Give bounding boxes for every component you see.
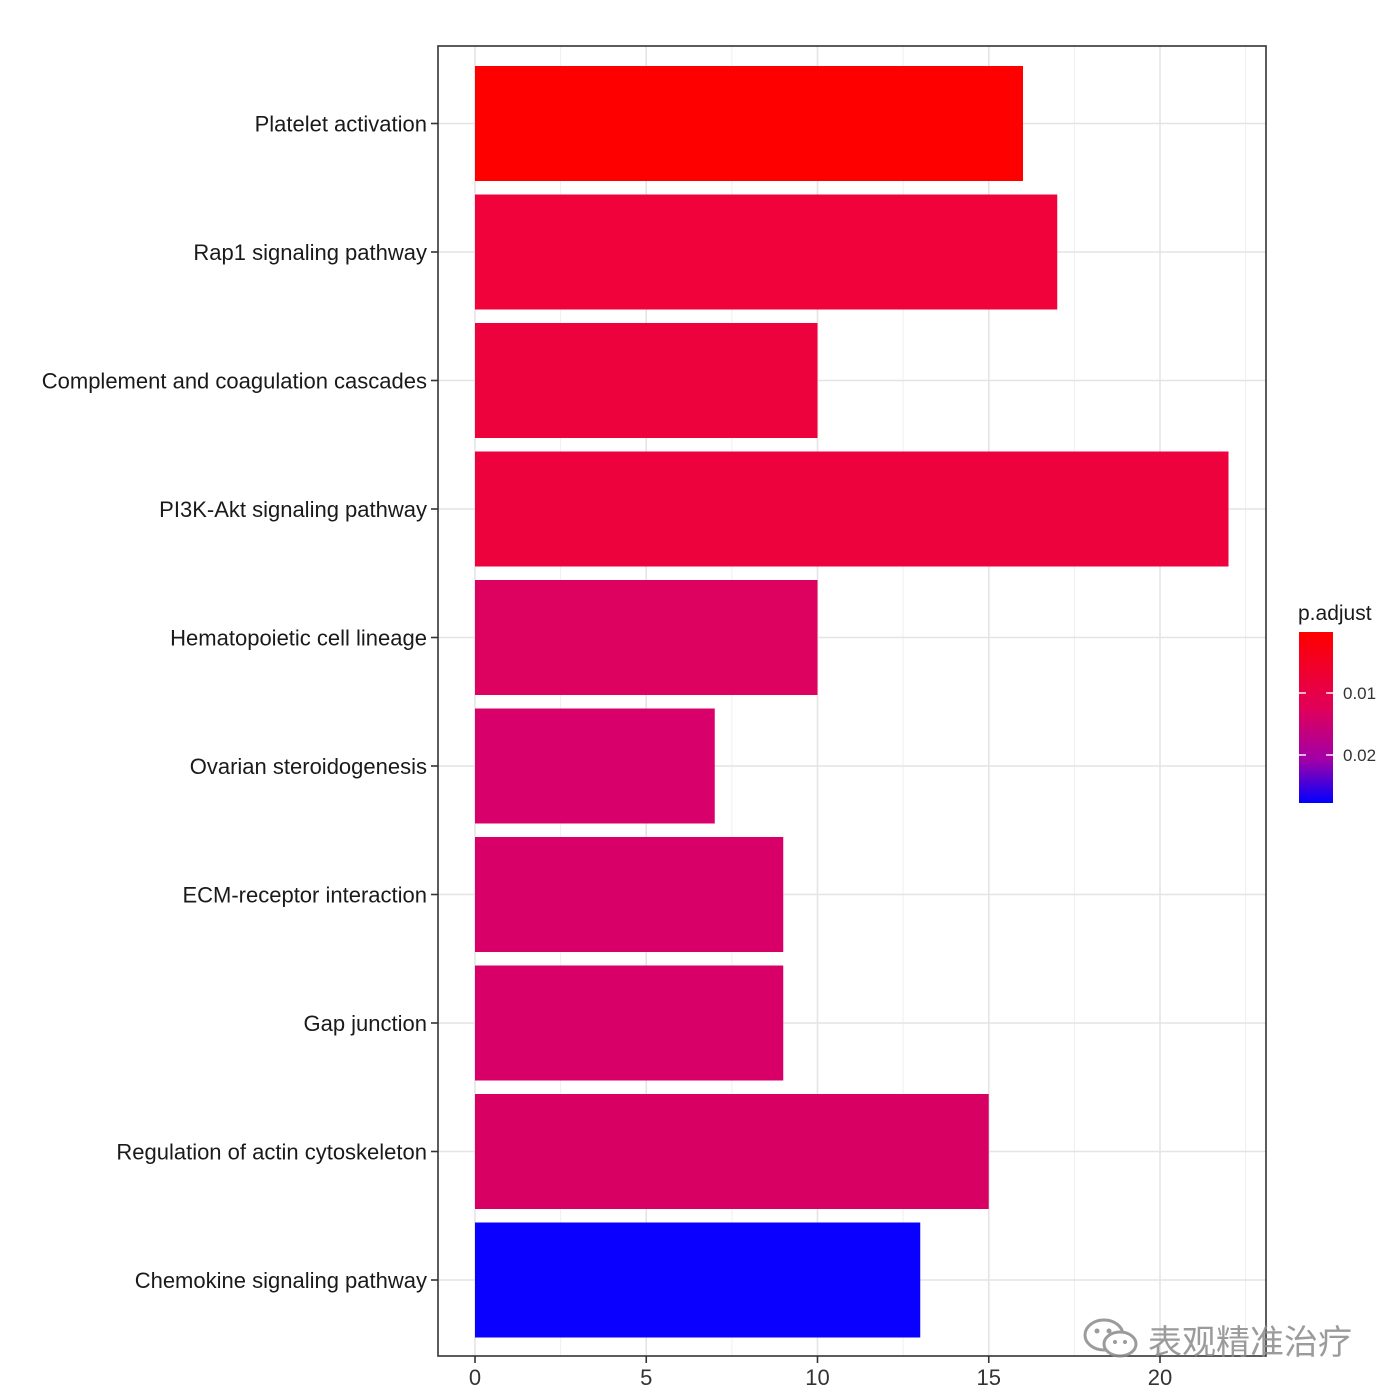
category-labels: Platelet activation Rap1 signaling pathwa… [42, 112, 438, 1293]
plot-border [437, 45, 1267, 1357]
bar [475, 965, 784, 1081]
category-label: Complement and coagulation cascades [42, 369, 427, 394]
x-tick-label: 20 [1148, 1365, 1172, 1390]
bar [475, 1222, 921, 1338]
legend: p.adjust 0.01 0.02 [1298, 602, 1376, 803]
category-label: PI3K-Akt signaling pathway [159, 497, 427, 522]
category-label: ECM-receptor interaction [182, 883, 427, 908]
x-axis-ticks: 0 5 10 15 20 [469, 1356, 1172, 1390]
bar [475, 451, 1229, 567]
legend-tick-label: 0.02 [1343, 746, 1376, 765]
watermark-text: 表观精准治疗 [1148, 1322, 1352, 1363]
bars [475, 66, 1229, 1338]
wechat-icon [1083, 1318, 1138, 1358]
category-label: Hematopoietic cell lineage [170, 626, 427, 651]
bar [475, 194, 1058, 310]
x-tick-label: 15 [977, 1365, 1001, 1390]
bar [475, 1094, 989, 1209]
bar [475, 66, 1023, 181]
bar [475, 708, 715, 824]
category-label: Rap1 signaling pathway [193, 240, 427, 265]
legend-title: p.adjust [1298, 602, 1372, 625]
x-tick-label: 5 [640, 1365, 652, 1390]
watermark: 表观精准治疗 [1082, 1314, 1382, 1364]
category-label: Regulation of actin cytoskeleton [116, 1140, 427, 1165]
bar [475, 323, 818, 438]
bar [475, 580, 818, 695]
category-label: Chemokine signaling pathway [135, 1268, 427, 1293]
legend-colorbar [1299, 632, 1333, 803]
x-tick-label: 0 [469, 1365, 481, 1390]
bar [475, 837, 784, 952]
x-tick-label: 10 [805, 1365, 829, 1390]
category-label: Ovarian steroidogenesis [190, 754, 427, 779]
category-label: Gap junction [303, 1011, 427, 1036]
legend-tick-label: 0.01 [1343, 684, 1376, 703]
category-label: Platelet activation [255, 112, 427, 137]
